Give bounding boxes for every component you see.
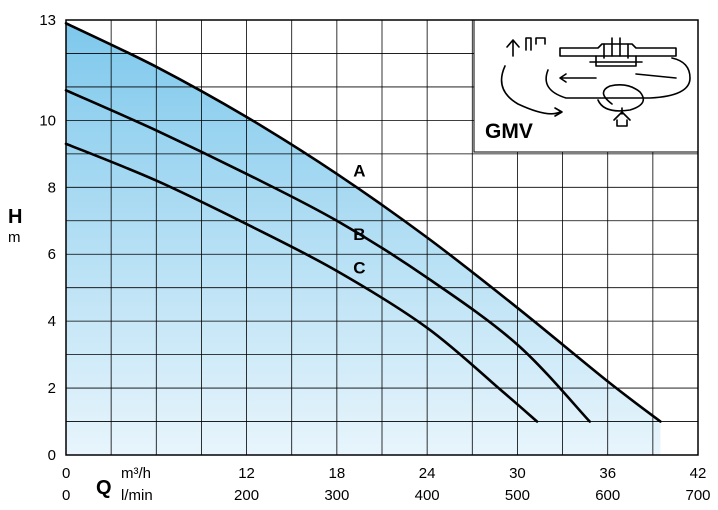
curve-a xyxy=(64,22,662,423)
x-tick-label-primary: 0 xyxy=(62,465,70,482)
x-tick-label-primary: 36 xyxy=(599,465,616,482)
y-tick-label: 4 xyxy=(48,313,56,330)
curves xyxy=(64,22,662,423)
operating-area-fill xyxy=(66,23,661,455)
x-axis-unit-primary: m³/h xyxy=(121,465,151,482)
pump-flow-schematic-icon xyxy=(500,37,691,127)
x-axis-symbol: Q xyxy=(96,477,112,499)
curve-b xyxy=(64,89,591,423)
y-tick-label: 10 xyxy=(39,112,56,129)
model-inset: GMV xyxy=(473,19,699,153)
x-tick-label-primary: 12 xyxy=(238,465,255,482)
x-tick-label-secondary: 400 xyxy=(415,487,440,504)
y-tick-label: 6 xyxy=(48,246,56,263)
curve-c xyxy=(64,142,539,423)
y-axis-unit: m xyxy=(8,229,21,246)
curve-labels: A B C xyxy=(353,162,365,278)
curve-label-a: A xyxy=(353,162,365,181)
x-tick-label-secondary: 700 xyxy=(685,487,710,504)
x-tick-label-primary: 42 xyxy=(690,465,707,482)
y-tick-label: 0 xyxy=(48,447,56,464)
x-tick-label-secondary: 200 xyxy=(234,487,259,504)
x-tick-label-primary: 24 xyxy=(419,465,436,482)
y-tick-label: 8 xyxy=(48,179,56,196)
x-tick-label-secondary: 0 xyxy=(62,487,70,504)
curve-label-c: C xyxy=(353,259,365,278)
x-tick-label-primary: 30 xyxy=(509,465,526,482)
model-label: GMV xyxy=(485,120,533,143)
x-tick-label-secondary: 500 xyxy=(505,487,530,504)
y-tick-label: 2 xyxy=(48,380,56,397)
x-tick-label-secondary: 300 xyxy=(324,487,349,504)
curve-label-b: B xyxy=(353,225,365,244)
x-tick-label-secondary: 600 xyxy=(595,487,620,504)
operating-area xyxy=(66,23,661,455)
y-tick-label: 13 xyxy=(39,12,56,29)
x-tick-label-primary: 18 xyxy=(329,465,346,482)
y-axis-symbol: H xyxy=(8,206,22,228)
plot-frame xyxy=(65,19,699,456)
x-axis-unit-secondary: l/min xyxy=(121,487,153,504)
